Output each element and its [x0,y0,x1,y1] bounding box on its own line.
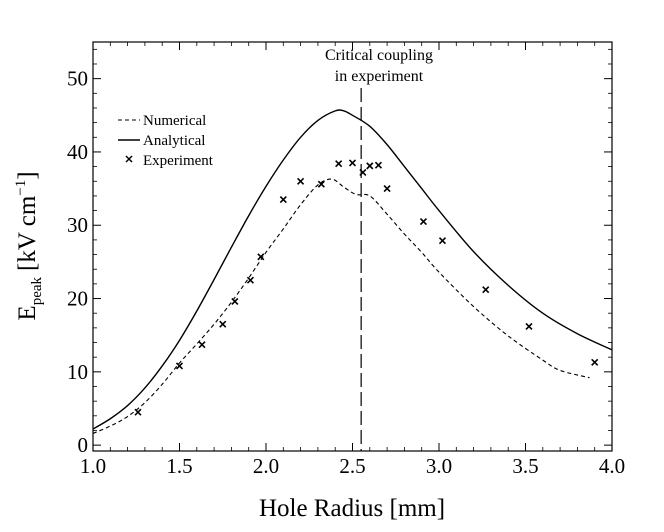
experiment-point [383,185,391,193]
experiment-point [297,177,305,185]
y-tick-label: 0 [78,433,89,457]
y-axis-title-superscript: −1 [13,180,29,196]
experiment-point [279,196,287,204]
x-tick-label: 2.5 [339,454,365,478]
y-tick-label: 40 [67,140,88,164]
experiment-point [231,297,239,306]
experiment-point [438,237,447,245]
numerical-series-line [92,178,590,434]
legend-numerical-label: Numerical [143,113,206,129]
y-tick-label: 10 [67,360,88,384]
y-tick-label: 20 [67,287,88,311]
experiment-point [525,322,533,330]
y-axis-title-subscript: peak [29,276,45,305]
x-tick-label: 3.5 [512,454,538,478]
critical-coupling-label-line1: Critical coupling [325,47,433,64]
experiment-point [335,160,343,168]
y-axis: 0 10 20 30 40 50 [67,48,612,457]
legend-experiment-marker [125,155,133,163]
x-tick-label: 2.0 [253,454,279,478]
experiment-point [317,180,325,188]
experiment-point [348,159,357,167]
experiment-point [134,408,142,416]
experiment-point [591,358,599,366]
legend: Numerical Analytical Experiment [118,113,214,169]
y-axis-title: Epeak [kV cm−1] [13,171,45,320]
analytical-series-line [92,109,613,430]
plot-frame [92,41,613,452]
y-axis-title-base: E [14,305,41,320]
y-axis-title-units: [kV cm [14,195,41,271]
experiment-point [374,161,383,169]
critical-coupling-label-line2: in experiment [335,68,424,85]
x-tick-label: 3.0 [426,454,452,478]
experiment-point [175,362,184,370]
experiment-point [482,286,490,294]
experiment-point [246,276,254,284]
x-tick-label: 1.0 [80,454,106,478]
experiment-point [198,341,206,349]
y-tick-label: 50 [67,67,88,91]
x-axis: 1.0 1.5 2.0 2.5 3.0 3.5 4.0 [80,42,625,478]
experiment-series-markers [134,159,599,416]
legend-experiment-label: Experiment [143,153,214,169]
x-tick-label: 4.0 [599,454,625,478]
x-axis-title: Hole Radius [mm] [259,495,445,522]
y-tick-label: 30 [67,213,88,237]
y-axis-title-close: ] [14,171,41,179]
x-tick-label: 1.5 [166,454,192,478]
experiment-point [219,320,227,328]
experiment-point [366,162,374,170]
experiment-point [257,253,265,261]
experiment-point [419,218,427,226]
legend-analytical-label: Analytical [143,133,205,149]
